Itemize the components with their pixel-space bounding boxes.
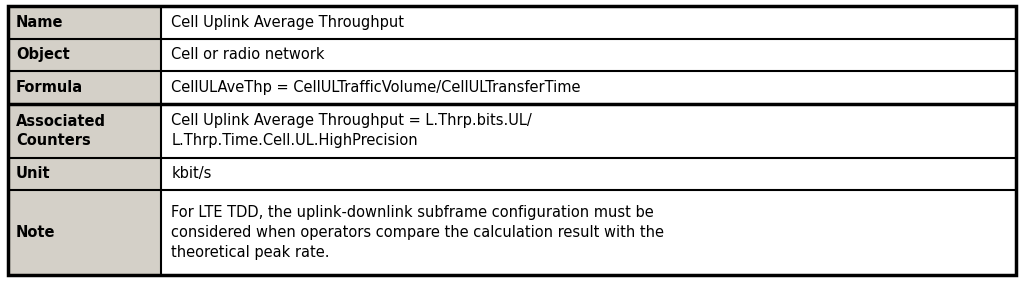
Text: Associated
Counters: Associated Counters (16, 114, 106, 148)
Text: Unit: Unit (16, 166, 50, 182)
Text: Cell Uplink Average Throughput: Cell Uplink Average Throughput (171, 15, 404, 30)
Bar (8, 158, 161, 190)
Bar (161, 71, 1016, 104)
Bar (161, 158, 1016, 190)
Bar (8, 71, 161, 104)
Text: Formula: Formula (16, 80, 83, 95)
Bar (8, 38, 161, 71)
Text: Object: Object (16, 47, 70, 62)
Text: Name: Name (16, 15, 63, 30)
Text: Note: Note (16, 225, 55, 240)
Bar (8, 6, 161, 38)
Bar (8, 104, 161, 158)
Text: Cell or radio network: Cell or radio network (171, 47, 325, 62)
Bar (161, 6, 1016, 38)
Text: Cell Uplink Average Throughput = L.Thrp.bits.UL/
L.Thrp.Time.Cell.UL.HighPrecisi: Cell Uplink Average Throughput = L.Thrp.… (171, 113, 531, 148)
Text: For LTE TDD, the uplink-downlink subframe configuration must be
considered when : For LTE TDD, the uplink-downlink subfram… (171, 205, 665, 260)
Bar (161, 104, 1016, 158)
Text: CellULAveThp = CellULTrafficVolume/CellULTransferTime: CellULAveThp = CellULTrafficVolume/CellU… (171, 80, 581, 95)
Bar (8, 190, 161, 275)
Bar (161, 38, 1016, 71)
Bar (161, 190, 1016, 275)
Text: kbit/s: kbit/s (171, 166, 212, 182)
